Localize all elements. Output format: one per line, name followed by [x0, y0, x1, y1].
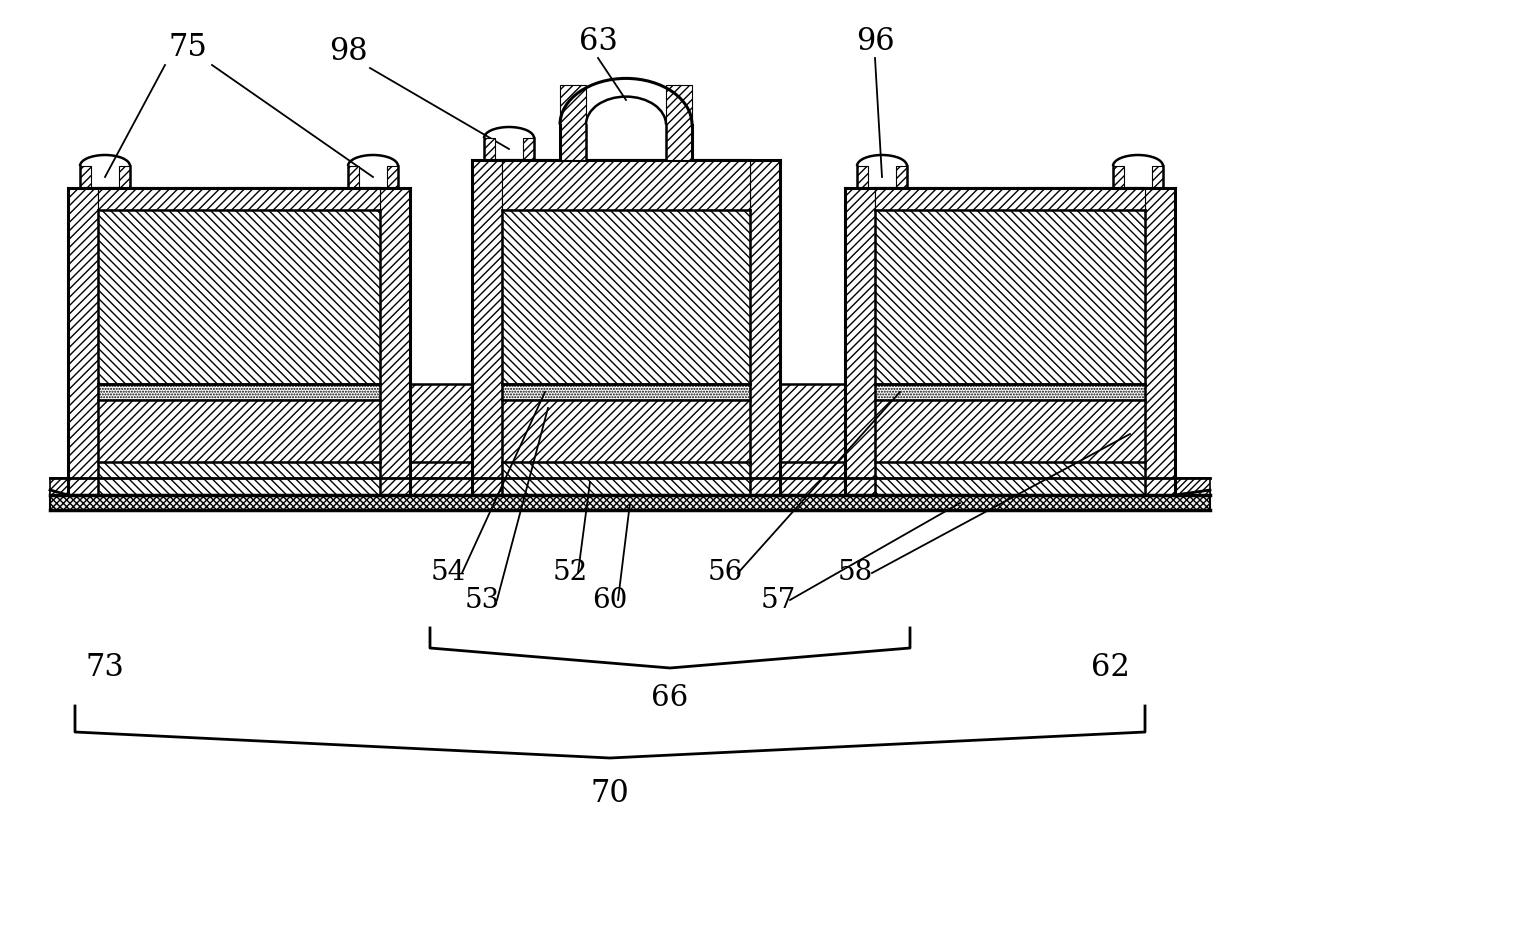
Bar	[874, 462, 1145, 495]
Polygon shape	[50, 490, 68, 510]
Bar	[99, 188, 380, 210]
Bar	[858, 166, 868, 188]
Bar	[387, 166, 398, 188]
Text: 60: 60	[592, 586, 627, 614]
Bar	[502, 462, 750, 495]
Bar	[780, 462, 846, 495]
Text: 98: 98	[329, 37, 367, 68]
Bar	[410, 384, 472, 462]
Text: 73: 73	[85, 652, 124, 683]
Polygon shape	[1175, 490, 1210, 510]
Bar	[1113, 166, 1123, 188]
Text: 53: 53	[465, 586, 499, 614]
Bar	[502, 400, 750, 462]
Bar	[380, 188, 410, 495]
Bar	[50, 478, 1210, 495]
Bar	[1145, 188, 1175, 495]
Bar	[118, 166, 131, 188]
Bar	[874, 188, 1145, 210]
Text: 54: 54	[431, 560, 466, 586]
Bar	[896, 166, 906, 188]
Text: 96: 96	[856, 26, 894, 58]
Bar	[99, 400, 380, 462]
Text: 52: 52	[553, 560, 587, 586]
Text: 56: 56	[707, 560, 742, 586]
Bar	[502, 384, 750, 400]
Bar	[560, 85, 586, 160]
Bar	[666, 85, 692, 160]
Bar	[750, 160, 780, 495]
Bar	[874, 210, 1145, 384]
Bar	[1152, 166, 1163, 188]
Bar	[846, 188, 874, 495]
Text: 75: 75	[168, 32, 208, 63]
Text: 58: 58	[838, 560, 873, 586]
Bar	[80, 166, 91, 188]
Bar	[68, 188, 99, 495]
Bar	[99, 210, 380, 384]
Bar	[99, 462, 380, 495]
Bar	[502, 160, 750, 210]
Bar	[348, 166, 358, 188]
Bar	[780, 384, 846, 462]
Bar	[524, 138, 534, 160]
Bar	[50, 495, 1210, 510]
Bar	[484, 138, 495, 160]
Text: 63: 63	[578, 26, 618, 58]
Bar	[874, 384, 1145, 400]
Bar	[472, 160, 502, 495]
Text: 57: 57	[761, 586, 795, 614]
Text: 62: 62	[1090, 652, 1129, 683]
Text: 66: 66	[651, 684, 689, 712]
Bar	[874, 400, 1145, 462]
Text: 70: 70	[591, 779, 630, 810]
Bar	[99, 384, 380, 400]
Bar	[502, 210, 750, 384]
Bar	[410, 462, 472, 495]
